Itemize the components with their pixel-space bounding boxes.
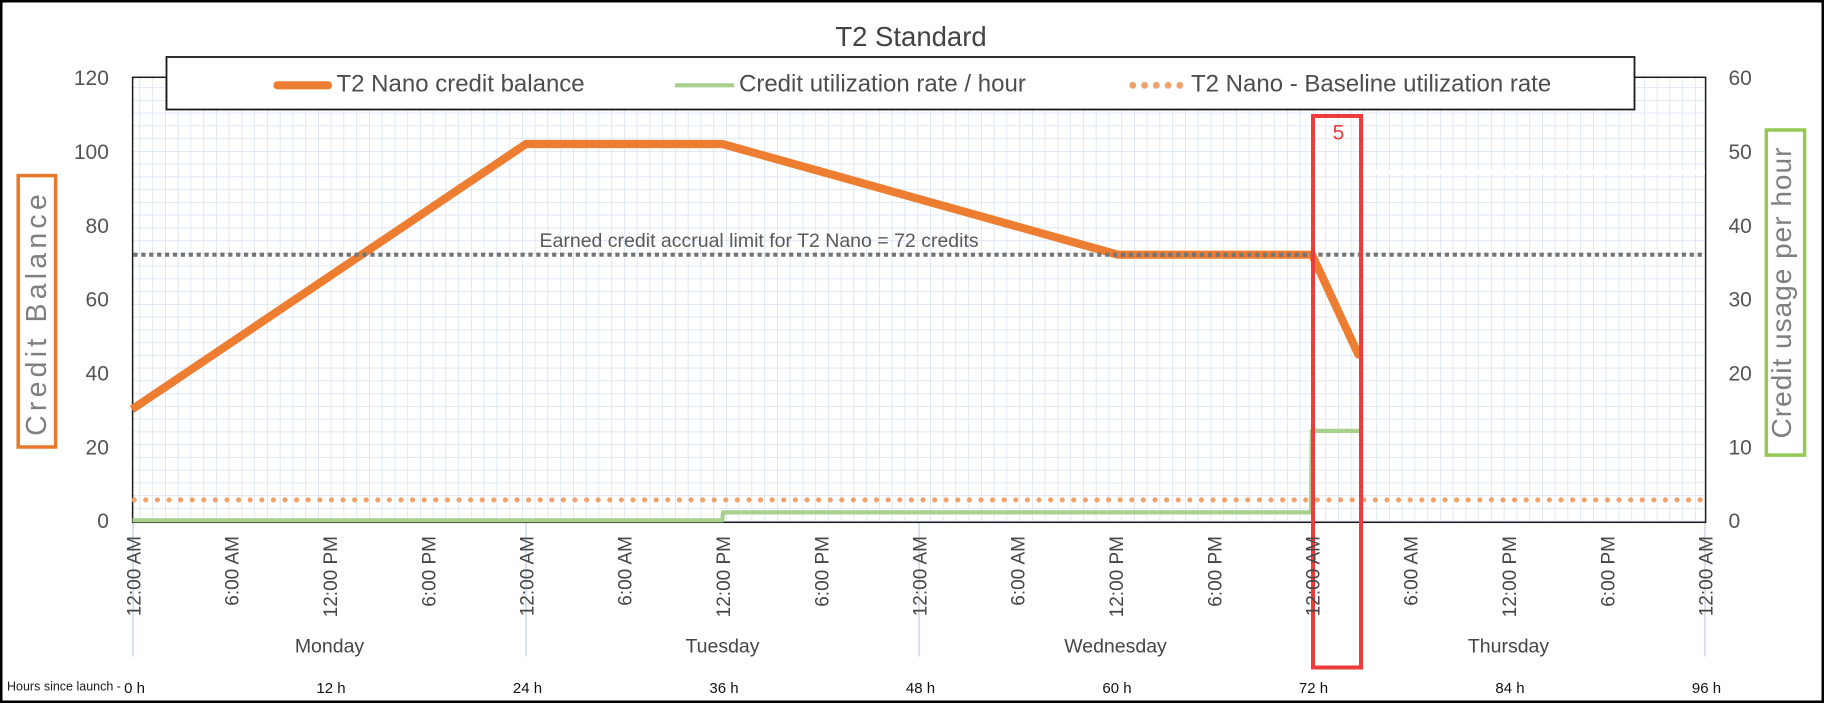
svg-text:Thursday: Thursday (1468, 635, 1550, 657)
svg-text:Monday: Monday (295, 635, 365, 657)
svg-text:T2 Nano credit balance: T2 Nano credit balance (337, 71, 585, 98)
svg-text:60: 60 (1729, 67, 1752, 90)
svg-text:6:00 AM: 6:00 AM (1402, 536, 1423, 606)
svg-text:6:00 AM: 6:00 AM (223, 536, 244, 606)
svg-text:T2 Nano - Baseline utilization: T2 Nano - Baseline utilization rate (1191, 71, 1551, 98)
svg-text:12:00 AM: 12:00 AM (1697, 536, 1718, 616)
svg-text:Hours since launch -: Hours since launch - (7, 679, 121, 693)
svg-text:100: 100 (74, 141, 109, 164)
svg-text:6:00 PM: 6:00 PM (1598, 536, 1619, 607)
svg-text:6:00 PM: 6:00 PM (1205, 536, 1226, 607)
svg-text:0: 0 (97, 510, 109, 533)
svg-text:20: 20 (1729, 362, 1752, 385)
svg-text:6:00 PM: 6:00 PM (812, 536, 833, 607)
svg-text:Credit Balance: Credit Balance (21, 190, 53, 436)
svg-text:Tuesday: Tuesday (685, 635, 759, 657)
svg-text:6:00 AM: 6:00 AM (1009, 536, 1030, 606)
svg-text:12 h: 12 h (316, 680, 345, 697)
svg-text:0: 0 (1729, 510, 1741, 533)
svg-text:120: 120 (74, 67, 109, 90)
svg-text:5: 5 (1333, 122, 1345, 145)
svg-text:12:00 AM: 12:00 AM (125, 536, 146, 616)
svg-text:12:00 AM: 12:00 AM (911, 536, 932, 616)
svg-text:10: 10 (1729, 436, 1752, 459)
svg-text:12:00 PM: 12:00 PM (714, 536, 735, 617)
svg-text:40: 40 (86, 362, 109, 385)
svg-text:60 h: 60 h (1102, 680, 1131, 697)
svg-text:96 h: 96 h (1692, 680, 1721, 697)
svg-text:Credit usage per hour: Credit usage per hour (1766, 147, 1797, 439)
svg-text:12:00 PM: 12:00 PM (321, 536, 342, 617)
svg-text:6:00 AM: 6:00 AM (616, 536, 637, 606)
svg-text:48 h: 48 h (906, 680, 935, 697)
svg-text:30: 30 (1729, 289, 1752, 312)
svg-text:6:00 PM: 6:00 PM (419, 536, 440, 607)
svg-text:20: 20 (86, 436, 109, 459)
svg-text:36 h: 36 h (709, 680, 738, 697)
svg-text:0 h: 0 h (124, 680, 145, 697)
svg-text:84 h: 84 h (1495, 680, 1524, 697)
svg-text:24 h: 24 h (513, 680, 542, 697)
svg-text:80: 80 (86, 215, 109, 238)
svg-text:12:00 AM: 12:00 AM (1304, 536, 1325, 616)
svg-text:Earned credit accrual limit fo: Earned credit accrual limit for T2 Nano … (540, 230, 979, 252)
svg-text:12:00 PM: 12:00 PM (1500, 536, 1521, 617)
svg-text:12:00 PM: 12:00 PM (1107, 536, 1128, 617)
svg-text:50: 50 (1729, 141, 1752, 164)
svg-text:T2 Standard: T2 Standard (835, 21, 986, 52)
svg-text:40: 40 (1729, 215, 1752, 238)
svg-text:12:00 AM: 12:00 AM (518, 536, 539, 616)
svg-text:60: 60 (86, 289, 109, 312)
svg-text:Credit utilization rate / hour: Credit utilization rate / hour (739, 71, 1026, 98)
svg-text:72 h: 72 h (1299, 680, 1328, 697)
svg-text:Wednesday: Wednesday (1064, 635, 1167, 657)
